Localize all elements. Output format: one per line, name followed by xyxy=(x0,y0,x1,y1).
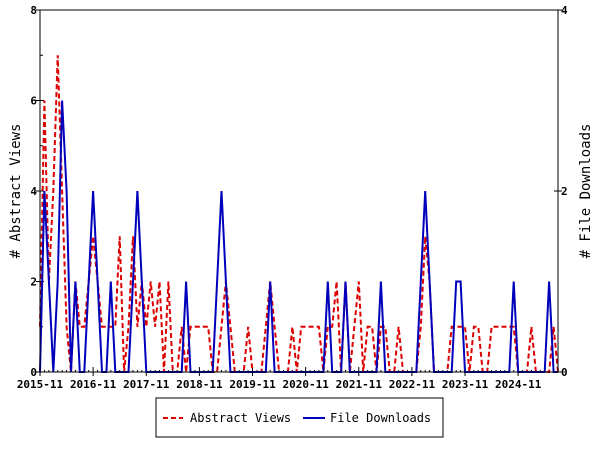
x-tick-label: 2021-11 xyxy=(336,378,383,391)
legend-label-abstract-views: Abstract Views xyxy=(190,411,291,425)
x-tick-label: 2017-11 xyxy=(123,378,170,391)
y-tick-label: 8 xyxy=(30,4,37,17)
x-tick-label: 2018-11 xyxy=(176,378,223,391)
x-tick-label: 2015-11 xyxy=(17,378,64,391)
x-tick-label: 2016-11 xyxy=(70,378,117,391)
x-tick-label: 2023-11 xyxy=(442,378,489,391)
y-tick-label: 4 xyxy=(30,185,37,198)
legend: Abstract Views File Downloads xyxy=(155,397,444,438)
y2-tick-label: 4 xyxy=(561,4,568,17)
y2-tick-label: 2 xyxy=(561,185,568,198)
y-tick-label: 2 xyxy=(30,276,37,289)
y-tick-label: 6 xyxy=(30,95,37,108)
x-tick-label: 2024-11 xyxy=(495,378,542,391)
x-tick-label: 2020-11 xyxy=(282,378,329,391)
legend-label-file-downloads: File Downloads xyxy=(330,411,431,425)
y2-tick-label: 0 xyxy=(561,366,568,379)
series-line-file-downloads xyxy=(39,100,558,373)
x-tick-label: 2019-11 xyxy=(229,378,276,391)
tick-labels: 0 2 4 6 8 0 2 4 2015-11 2016-11 2017-11 2018-11 2019… xyxy=(17,4,568,391)
series-line-abstract-views xyxy=(39,55,559,373)
x-tick-label: 2022-11 xyxy=(389,378,436,391)
y2-axis-title: # File Downloads xyxy=(578,124,594,259)
plot-frame xyxy=(39,9,559,373)
series-layer xyxy=(39,55,559,373)
legend-box xyxy=(155,397,444,438)
y-tick-label: 0 xyxy=(30,366,37,379)
y-axis-title: # Abstract Views xyxy=(8,124,24,259)
